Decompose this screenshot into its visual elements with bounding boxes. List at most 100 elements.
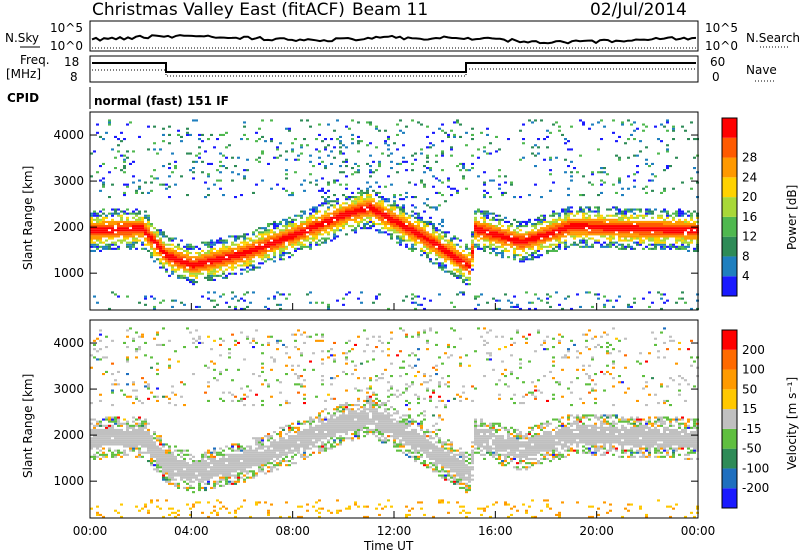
heat-cell: [399, 229, 402, 231]
heat-cell: [237, 464, 240, 466]
heat-cell: [183, 271, 186, 273]
heat-cell: [234, 481, 237, 483]
heat-cell: [147, 148, 150, 150]
colorbar-tick-label: 8: [742, 249, 750, 263]
heat-cell: [588, 233, 591, 235]
heat-cell: [483, 240, 486, 242]
heat-cell: [624, 235, 627, 237]
heat-cell: [303, 227, 306, 229]
heat-cell: [270, 138, 273, 140]
heat-cell: [582, 211, 585, 213]
heat-cell: [243, 470, 246, 472]
heat-cell: [201, 140, 204, 142]
heat-cell: [459, 291, 462, 293]
heat-cell: [171, 460, 174, 462]
heat-cell: [240, 448, 243, 450]
heat-cell: [561, 242, 564, 244]
heat-cell: [279, 242, 282, 244]
heat-cell: [612, 184, 615, 186]
heat-cell: [228, 472, 231, 474]
heat-cell: [156, 439, 159, 441]
heat-cell: [603, 167, 606, 169]
heat-cell: [222, 464, 225, 466]
heat-cell: [627, 219, 630, 221]
heat-cell: [117, 223, 120, 225]
heat-cell: [453, 258, 456, 260]
heat-cell: [261, 233, 264, 235]
heat-cell: [606, 229, 609, 231]
heat-cell: [621, 240, 624, 242]
heat-cell: [621, 248, 624, 250]
heat-cell: [333, 211, 336, 213]
heat-cell: [282, 188, 285, 190]
heat-cell: [474, 213, 477, 215]
heat-cell: [567, 217, 570, 219]
heat-cell: [96, 229, 99, 231]
heat-cell: [633, 173, 636, 175]
heat-cell: [171, 248, 174, 250]
heat-cell: [552, 250, 555, 252]
heat-cell: [279, 240, 282, 242]
heat-cell: [447, 256, 450, 258]
heat-cell: [117, 431, 120, 433]
heat-cell: [681, 240, 684, 242]
heat-cell: [243, 254, 246, 256]
heat-cell: [396, 215, 399, 217]
heat-cell: [126, 329, 129, 331]
heat-cell: [114, 233, 117, 235]
heat-cell: [381, 227, 384, 229]
heat-cell: [156, 235, 159, 237]
heat-cell: [462, 293, 465, 295]
heat-cell: [651, 225, 654, 227]
heat-cell: [489, 213, 492, 215]
heat-cell: [360, 219, 363, 221]
heat-cell: [222, 264, 225, 266]
heat-cell: [168, 244, 171, 246]
heat-cell: [120, 452, 123, 454]
heat-cell: [468, 248, 471, 250]
heat-cell: [96, 350, 99, 352]
heat-cell: [96, 421, 99, 423]
heat-cell: [582, 209, 585, 211]
heat-cell: [165, 450, 168, 452]
heat-cell: [189, 487, 192, 489]
heat-cell: [648, 227, 651, 229]
heat-cell: [351, 209, 354, 211]
heat-cell: [561, 209, 564, 211]
heat-cell: [105, 233, 108, 235]
heat-cell: [150, 450, 153, 452]
heat-cell: [96, 231, 99, 233]
heat-cell: [411, 227, 414, 229]
heat-cell: [195, 260, 198, 262]
heat-cell: [105, 429, 108, 431]
heat-cell: [690, 231, 693, 233]
heat-cell: [414, 238, 417, 240]
heat-cell: [627, 188, 630, 190]
heat-cell: [585, 206, 588, 208]
heat-cell: [231, 244, 234, 246]
heat-cell: [168, 468, 171, 470]
heat-cell: [189, 248, 192, 250]
heat-cell: [129, 433, 132, 435]
heat-cell: [249, 450, 252, 452]
heat-cell: [348, 128, 351, 130]
heat-cell: [366, 221, 369, 223]
heat-cell: [210, 134, 213, 136]
heat-cell: [111, 419, 114, 421]
heat-cell: [549, 169, 552, 171]
heat-cell: [276, 148, 279, 150]
heat-cell: [183, 260, 186, 262]
heat-cell: [201, 254, 204, 256]
heat-cell: [198, 146, 201, 148]
heat-cell: [159, 244, 162, 246]
heat-cell: [396, 242, 399, 244]
heat-cell: [120, 240, 123, 242]
heat-cell: [246, 477, 249, 479]
heat-cell: [141, 423, 144, 425]
heat-cell: [93, 229, 96, 231]
heat-cell: [579, 246, 582, 248]
heat-cell: [381, 198, 384, 200]
heat-cell: [456, 192, 459, 194]
heat-cell: [336, 209, 339, 211]
heat-cell: [552, 248, 555, 250]
